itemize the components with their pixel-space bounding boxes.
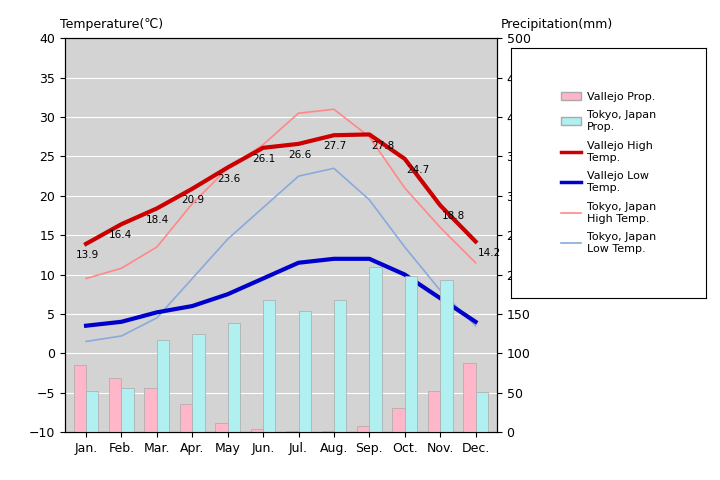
Legend: Vallejo Prop., Tokyo, Japan
Prop., Vallejo High
Temp., Vallejo Low
Temp., Tokyo,: Vallejo Prop., Tokyo, Japan Prop., Valle… (557, 87, 660, 258)
Bar (73, 365, 86, 432)
Bar (286, 431, 299, 432)
Bar (428, 391, 440, 432)
Text: 18.4: 18.4 (146, 215, 169, 225)
Bar (322, 431, 334, 432)
Bar (86, 391, 99, 432)
Bar (299, 311, 311, 432)
Text: 18.8: 18.8 (442, 212, 465, 221)
Text: 24.7: 24.7 (407, 165, 430, 175)
Bar (440, 280, 453, 432)
Bar (228, 324, 240, 432)
Text: 23.6: 23.6 (217, 174, 240, 184)
Bar (157, 340, 169, 432)
Text: 27.8: 27.8 (371, 141, 395, 151)
Bar (180, 405, 192, 432)
Bar (263, 300, 276, 432)
Text: 20.9: 20.9 (181, 195, 204, 205)
Bar (357, 426, 369, 432)
Bar (334, 300, 346, 432)
Bar (475, 392, 488, 432)
Bar (405, 276, 417, 432)
Bar (463, 363, 475, 432)
Bar (251, 429, 263, 432)
Text: Precipitation(mm): Precipitation(mm) (501, 18, 613, 31)
Bar (109, 378, 122, 432)
Text: Temperature(℃): Temperature(℃) (60, 18, 163, 31)
Bar (145, 388, 157, 432)
Text: 27.7: 27.7 (323, 142, 346, 151)
Bar (192, 335, 204, 432)
Text: 26.1: 26.1 (253, 154, 276, 164)
Bar (215, 422, 228, 432)
Text: 26.6: 26.6 (288, 150, 311, 160)
Text: 16.4: 16.4 (109, 230, 132, 240)
Bar (392, 408, 405, 432)
Bar (369, 267, 382, 432)
Text: 13.9: 13.9 (76, 250, 99, 260)
Text: 14.2: 14.2 (477, 248, 500, 258)
Bar (122, 388, 134, 432)
